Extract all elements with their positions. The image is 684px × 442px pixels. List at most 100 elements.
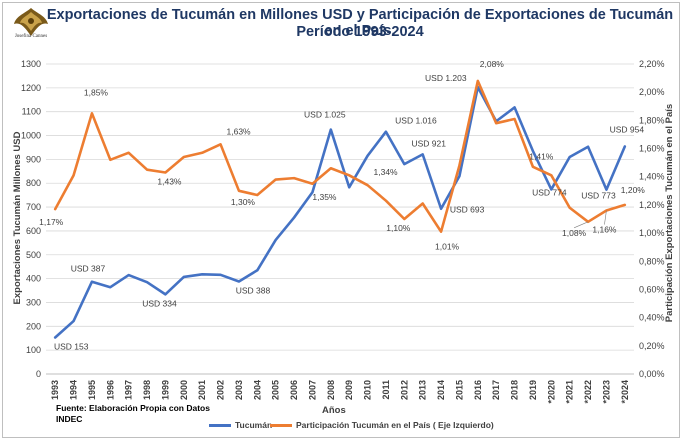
- x-tick-label: 2012: [399, 380, 409, 400]
- data-point-participacion: [403, 218, 406, 220]
- data-point-participacion: [385, 199, 387, 202]
- data-point-participacion: [127, 151, 130, 154]
- data-label-participacion: 1,20%: [621, 185, 646, 195]
- data-point-tucuman: [421, 153, 424, 156]
- data-label-tucuman: USD 693: [450, 205, 485, 215]
- data-label-leader: [604, 210, 607, 225]
- y-left-tick-label: 1200: [21, 83, 41, 93]
- logo-icon: [14, 8, 48, 36]
- x-tick-label: 2006: [289, 380, 299, 400]
- data-point-tucuman: [164, 293, 167, 296]
- data-point-participacion: [623, 204, 626, 206]
- data-point-participacion: [366, 184, 369, 187]
- data-point-tucuman: [293, 216, 295, 219]
- data-label-participacion: 1,35%: [312, 192, 337, 202]
- y-right-tick-label: 1,40%: [639, 172, 665, 182]
- y-left-tick-label: 1100: [22, 107, 41, 117]
- x-tick-label: 2001: [197, 380, 207, 400]
- series: [53, 79, 627, 339]
- data-point-participacion: [91, 112, 93, 115]
- data-point-participacion: [311, 182, 314, 185]
- data-label-participacion: 1,01%: [435, 242, 460, 252]
- data-point-participacion: [182, 156, 185, 158]
- data-point-participacion: [532, 165, 534, 168]
- data-point-tucuman: [72, 320, 75, 322]
- y-left-tick-label: 900: [26, 154, 41, 164]
- data-point-tucuman: [348, 186, 351, 189]
- x-tick-label: 1997: [124, 380, 134, 400]
- source-line-2: INDEC: [56, 414, 83, 424]
- data-point-participacion: [201, 151, 204, 154]
- x-tick-label: 2014: [436, 380, 446, 400]
- data-label-tucuman: USD 387: [71, 264, 106, 274]
- y-right-tick-label: 0,00%: [639, 369, 665, 379]
- data-point-participacion: [495, 122, 498, 125]
- x-tick-label: 2011: [381, 380, 391, 400]
- y-right-tick-label: 0,20%: [639, 341, 665, 351]
- data-point-participacion: [348, 174, 351, 177]
- data-point-tucuman: [201, 273, 204, 276]
- data-label-tucuman: USD 153: [54, 342, 89, 352]
- y-left-tick-label: 200: [26, 321, 41, 331]
- data-point-participacion: [440, 230, 442, 233]
- chart-frame: [2, 2, 680, 438]
- data-label-tucuman: USD 921: [411, 138, 446, 148]
- data-label-tucuman: USD 1.025: [304, 110, 346, 120]
- x-tick-label: 2004: [252, 380, 262, 400]
- axes: 0 100 200 300 400 500 600 700 800 900 1000 1100 1200…: [21, 59, 665, 404]
- data-label-leader: [573, 221, 589, 229]
- x-tick-label: *2021: [565, 380, 575, 404]
- data-point-tucuman: [182, 276, 185, 278]
- x-tick-label: 1994: [69, 380, 79, 400]
- data-label-tucuman: USD 388: [236, 285, 271, 295]
- x-tick-label: 2013: [418, 380, 428, 400]
- legend-item-participacion: Participación Tucumán en el País ( Eje I…: [270, 420, 494, 430]
- x-tick-label: 1996: [105, 380, 115, 400]
- y-left-tick-label: 1000: [21, 131, 41, 141]
- data-point-tucuman: [366, 154, 369, 157]
- data-label-tucuman: USD 774: [532, 187, 567, 197]
- data-label-tucuman: USD 954: [610, 125, 645, 135]
- data-label-participacion: 2,08%: [480, 59, 505, 69]
- data-point-participacion: [219, 143, 222, 146]
- x-tick-label: 2019: [528, 380, 538, 400]
- data-point-participacion: [458, 164, 461, 167]
- x-tick-label: *2023: [601, 380, 611, 404]
- series-line-participacion: [53, 79, 627, 233]
- data-point-participacion: [256, 194, 259, 196]
- chart-subtitle: Período 1993-2024: [296, 24, 424, 40]
- x-tick-label: 2000: [179, 380, 189, 400]
- data-point-tucuman: [403, 163, 406, 166]
- y-right-tick-label: 2,20%: [639, 59, 665, 69]
- data-point-tucuman: [274, 239, 277, 241]
- data-point-tucuman: [568, 156, 571, 158]
- data-label-tucuman: USD 334: [142, 298, 177, 308]
- x-tick-label: 1995: [87, 380, 97, 400]
- data-label-participacion: 1,08%: [562, 228, 587, 238]
- x-tick-label: 2018: [510, 380, 520, 400]
- data-label-participacion: 1,41%: [529, 151, 554, 161]
- data-label-tucuman: USD 1.203: [425, 73, 467, 83]
- x-tick-label: 2017: [491, 380, 501, 400]
- data-point-tucuman: [146, 281, 148, 284]
- x-tick-label: 2010: [363, 380, 373, 400]
- data-point-participacion: [568, 206, 571, 209]
- data-point-tucuman: [587, 145, 589, 148]
- data-point-tucuman: [605, 188, 608, 191]
- data-point-participacion: [293, 177, 295, 180]
- x-tick-label: 2016: [473, 380, 483, 400]
- data-point-tucuman: [109, 286, 112, 289]
- data-point-participacion: [164, 171, 167, 174]
- y-left-tick-label: 300: [26, 297, 41, 307]
- y-left-tick-label: 800: [26, 178, 41, 188]
- data-point-participacion: [54, 208, 57, 211]
- y-axis-right-title: Participación Exportaciones Tucumán en e…: [664, 104, 675, 322]
- y-left-tick-label: 400: [26, 274, 41, 284]
- data-point-tucuman: [127, 274, 130, 276]
- data-label-participacion: 1,17%: [39, 217, 64, 227]
- data-point-participacion: [72, 174, 75, 177]
- data-point-tucuman: [513, 106, 516, 109]
- x-tick-label: 2003: [234, 380, 244, 400]
- data-point-tucuman: [550, 188, 553, 191]
